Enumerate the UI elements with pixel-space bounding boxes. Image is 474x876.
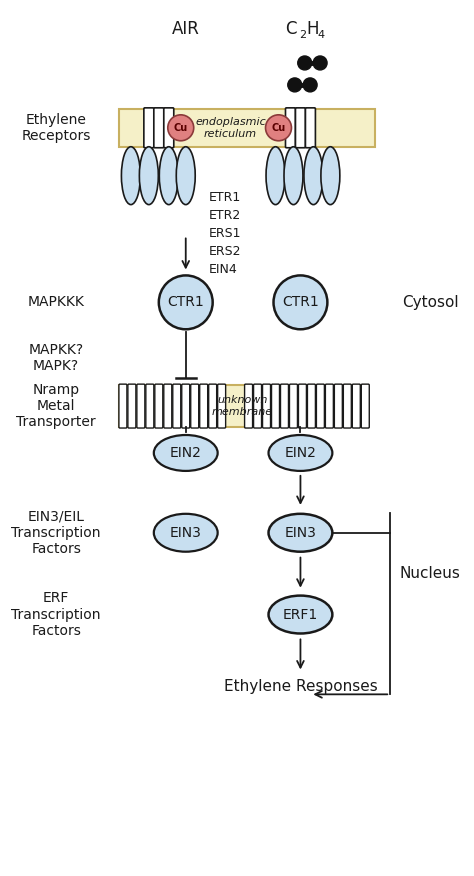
FancyBboxPatch shape xyxy=(173,385,181,428)
FancyBboxPatch shape xyxy=(218,385,226,428)
Text: CTR1: CTR1 xyxy=(282,295,319,309)
FancyBboxPatch shape xyxy=(144,108,154,148)
FancyBboxPatch shape xyxy=(128,385,136,428)
FancyBboxPatch shape xyxy=(155,385,163,428)
Text: EIN3: EIN3 xyxy=(284,526,316,540)
Ellipse shape xyxy=(121,147,140,205)
FancyBboxPatch shape xyxy=(119,109,375,147)
FancyBboxPatch shape xyxy=(263,385,271,428)
Text: Cu: Cu xyxy=(272,123,286,133)
Text: unknown
membrane: unknown membrane xyxy=(212,395,273,417)
FancyBboxPatch shape xyxy=(334,385,342,428)
FancyBboxPatch shape xyxy=(352,385,360,428)
Text: Ethylene
Receptors: Ethylene Receptors xyxy=(21,113,91,143)
Ellipse shape xyxy=(159,275,213,329)
Ellipse shape xyxy=(288,78,302,92)
FancyBboxPatch shape xyxy=(361,385,369,428)
Ellipse shape xyxy=(298,56,312,70)
Ellipse shape xyxy=(273,275,328,329)
FancyBboxPatch shape xyxy=(295,108,305,148)
Text: 4: 4 xyxy=(318,30,325,40)
Ellipse shape xyxy=(154,435,218,471)
FancyBboxPatch shape xyxy=(343,385,351,428)
FancyBboxPatch shape xyxy=(154,108,164,148)
FancyBboxPatch shape xyxy=(209,385,217,428)
Ellipse shape xyxy=(176,147,195,205)
FancyBboxPatch shape xyxy=(308,385,315,428)
Text: ERF1: ERF1 xyxy=(283,608,318,622)
FancyBboxPatch shape xyxy=(119,385,368,427)
Ellipse shape xyxy=(303,78,317,92)
Ellipse shape xyxy=(168,115,194,141)
Text: ETR1
ETR2
ERS1
ERS2
EIN4: ETR1 ETR2 ERS1 ERS2 EIN4 xyxy=(209,191,241,276)
Text: Cytosol: Cytosol xyxy=(402,295,458,310)
Ellipse shape xyxy=(265,115,292,141)
Ellipse shape xyxy=(139,147,158,205)
Text: EIN3: EIN3 xyxy=(170,526,201,540)
FancyBboxPatch shape xyxy=(164,108,174,148)
Text: MAPKK?
MAPK?: MAPKK? MAPK? xyxy=(28,343,83,373)
Text: H: H xyxy=(306,20,319,38)
FancyBboxPatch shape xyxy=(281,385,289,428)
Ellipse shape xyxy=(159,147,178,205)
Text: CTR1: CTR1 xyxy=(167,295,204,309)
FancyBboxPatch shape xyxy=(272,385,280,428)
Text: Nramp
Metal
Transporter: Nramp Metal Transporter xyxy=(16,383,96,429)
FancyBboxPatch shape xyxy=(299,385,306,428)
FancyBboxPatch shape xyxy=(254,385,262,428)
Text: C: C xyxy=(285,20,296,38)
Text: ERF
Transcription
Factors: ERF Transcription Factors xyxy=(11,591,101,638)
Ellipse shape xyxy=(284,147,303,205)
FancyBboxPatch shape xyxy=(146,385,154,428)
Text: 2: 2 xyxy=(300,30,307,40)
Ellipse shape xyxy=(304,147,323,205)
Ellipse shape xyxy=(269,596,332,633)
FancyBboxPatch shape xyxy=(305,108,315,148)
Text: EIN3/EIL
Transcription
Factors: EIN3/EIL Transcription Factors xyxy=(11,510,101,556)
FancyBboxPatch shape xyxy=(182,385,190,428)
Text: MAPKKK: MAPKKK xyxy=(27,295,84,309)
FancyBboxPatch shape xyxy=(200,385,208,428)
Text: Ethylene Responses: Ethylene Responses xyxy=(224,679,377,694)
FancyBboxPatch shape xyxy=(317,385,324,428)
Text: EIN2: EIN2 xyxy=(284,446,316,460)
FancyBboxPatch shape xyxy=(164,385,172,428)
Text: Nucleus: Nucleus xyxy=(400,566,461,581)
FancyBboxPatch shape xyxy=(290,385,298,428)
FancyBboxPatch shape xyxy=(137,385,145,428)
Text: endoplasmic
reticulum: endoplasmic reticulum xyxy=(195,117,266,138)
Text: AIR: AIR xyxy=(172,20,200,38)
FancyBboxPatch shape xyxy=(245,385,253,428)
Ellipse shape xyxy=(269,435,332,471)
FancyBboxPatch shape xyxy=(191,385,199,428)
Ellipse shape xyxy=(269,514,332,552)
Text: Cu: Cu xyxy=(173,123,188,133)
FancyBboxPatch shape xyxy=(325,385,333,428)
FancyBboxPatch shape xyxy=(119,385,127,428)
Ellipse shape xyxy=(313,56,327,70)
Ellipse shape xyxy=(266,147,285,205)
Ellipse shape xyxy=(321,147,340,205)
FancyBboxPatch shape xyxy=(285,108,295,148)
Text: EIN2: EIN2 xyxy=(170,446,201,460)
Ellipse shape xyxy=(154,514,218,552)
